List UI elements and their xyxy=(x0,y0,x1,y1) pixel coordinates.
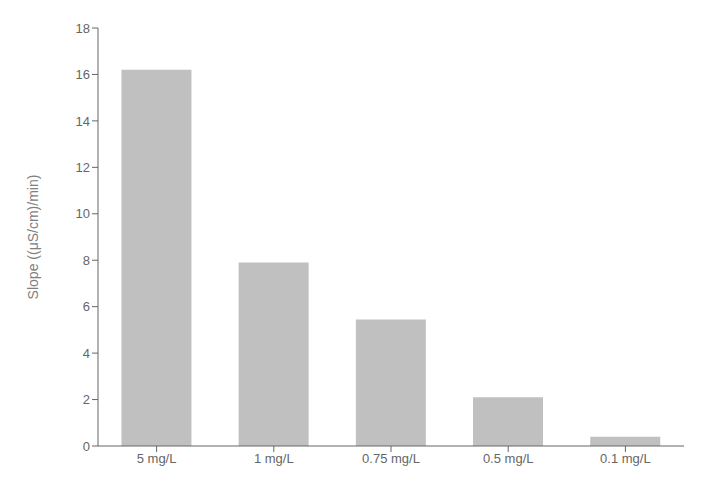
svg-text:6: 6 xyxy=(83,299,90,314)
svg-text:1 mg/L: 1 mg/L xyxy=(254,451,294,466)
svg-text:10: 10 xyxy=(76,206,90,221)
svg-text:18: 18 xyxy=(76,21,90,36)
svg-text:16: 16 xyxy=(76,67,90,82)
svg-text:5 mg/L: 5 mg/L xyxy=(137,451,177,466)
svg-text:0: 0 xyxy=(83,439,90,454)
svg-text:12: 12 xyxy=(76,160,90,175)
svg-text:8: 8 xyxy=(83,253,90,268)
svg-text:0.75 mg/L: 0.75 mg/L xyxy=(362,451,420,466)
svg-text:2: 2 xyxy=(83,392,90,407)
svg-text:4: 4 xyxy=(83,346,90,361)
svg-text:0.1 mg/L: 0.1 mg/L xyxy=(600,451,651,466)
svg-text:14: 14 xyxy=(76,114,90,129)
svg-text:0.5 mg/L: 0.5 mg/L xyxy=(483,451,534,466)
svg-text:Slope ((μS/cm)/min): Slope ((μS/cm)/min) xyxy=(25,175,41,300)
